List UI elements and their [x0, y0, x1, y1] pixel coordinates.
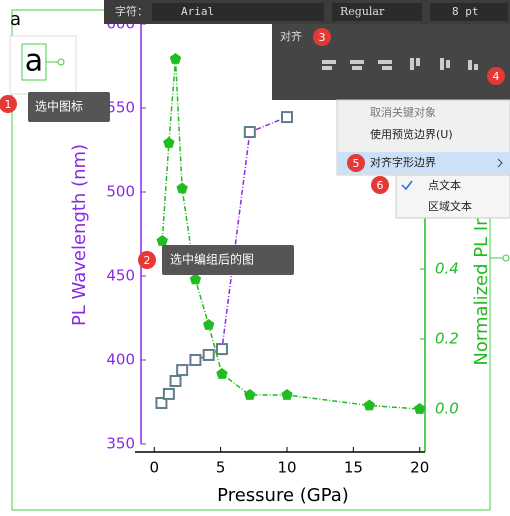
marker — [202, 348, 215, 361]
marker — [169, 53, 182, 64]
y2-tick-label: 0.4 — [435, 260, 459, 278]
badge-number: 5 — [353, 157, 360, 170]
marker — [363, 399, 375, 411]
y-axis-label: PL Wavelength (nm) — [69, 144, 90, 326]
check — [401, 180, 413, 191]
align-icons[interactable] — [322, 58, 478, 70]
y-tick-label: 500 — [106, 183, 135, 201]
size-field[interactable] — [430, 3, 508, 21]
icon-glyph: a — [25, 44, 43, 79]
font-field[interactable] — [152, 3, 324, 21]
style-field[interactable] — [332, 3, 422, 21]
icon-handle — [57, 58, 65, 66]
font-size: 8 pt — [452, 5, 479, 18]
marker — [414, 403, 426, 414]
menu-item[interactable]: 取消关键对象 — [370, 105, 436, 119]
submenu — [395, 174, 510, 219]
menu-highlight — [338, 152, 510, 174]
badge-number: 3 — [319, 31, 326, 44]
marker — [281, 389, 293, 400]
x-tick-label: 20 — [410, 459, 429, 477]
tooltip-text: 选中图标 — [35, 99, 83, 114]
y-tick-label: 550 — [106, 99, 135, 117]
tooltip — [28, 92, 110, 122]
submenu-arrow — [497, 158, 503, 168]
tooltip — [162, 245, 294, 275]
marker — [189, 273, 202, 285]
badge-number: 4 — [493, 70, 500, 83]
marker — [156, 235, 168, 246]
badge-number: 1 — [5, 98, 12, 111]
toolbar-label: 字符： — [115, 4, 148, 18]
badge-number: 2 — [144, 254, 151, 267]
y-tick-label: 450 — [106, 267, 135, 285]
x-tick-label: 10 — [277, 459, 296, 477]
series-line — [160, 116, 288, 404]
handle — [502, 254, 510, 262]
marker — [215, 343, 228, 356]
marker — [162, 387, 175, 400]
x-tick-label: 5 — [216, 459, 226, 477]
marker — [176, 182, 188, 194]
menu-item[interactable]: 使用预览边界(U) — [370, 127, 453, 141]
marker — [243, 126, 256, 139]
marker — [281, 111, 293, 124]
x-tick-label: 15 — [344, 459, 363, 477]
font-style: Regular — [340, 5, 385, 18]
badge-number: 6 — [377, 179, 384, 192]
y2-tick-label: 0.2 — [435, 330, 459, 348]
y2-axis-label: Normalized PL In — [471, 214, 492, 365]
y-tick-label: 350 — [106, 435, 135, 453]
x-tick-label: 0 — [149, 459, 159, 477]
panel-label: a — [10, 9, 21, 30]
badge — [138, 251, 156, 269]
badge — [371, 176, 389, 194]
badge — [313, 28, 331, 46]
marker — [163, 137, 175, 148]
marker — [189, 354, 202, 366]
badge — [487, 67, 505, 85]
x-axis-label: Pressure (GPa) — [217, 485, 349, 506]
submenu-item[interactable]: 区域文本 — [428, 199, 472, 213]
y2-tick-label: 0.0 — [435, 400, 459, 418]
marker — [216, 368, 228, 379]
y-tick-label: 400 — [106, 351, 135, 369]
marker — [155, 397, 168, 410]
menu-item[interactable]: 对齐字形边界 — [370, 155, 436, 169]
font-name: Arial — [181, 5, 214, 18]
tooltip-text: 选中编组后的图 — [170, 252, 254, 267]
marker — [244, 389, 256, 400]
badge — [347, 154, 365, 172]
submenu-item[interactable]: 点文本 — [428, 178, 461, 192]
marker — [169, 375, 182, 387]
marker — [202, 319, 215, 330]
badge — [0, 95, 17, 113]
align-title: 对齐 — [280, 29, 302, 43]
marker — [176, 364, 189, 377]
